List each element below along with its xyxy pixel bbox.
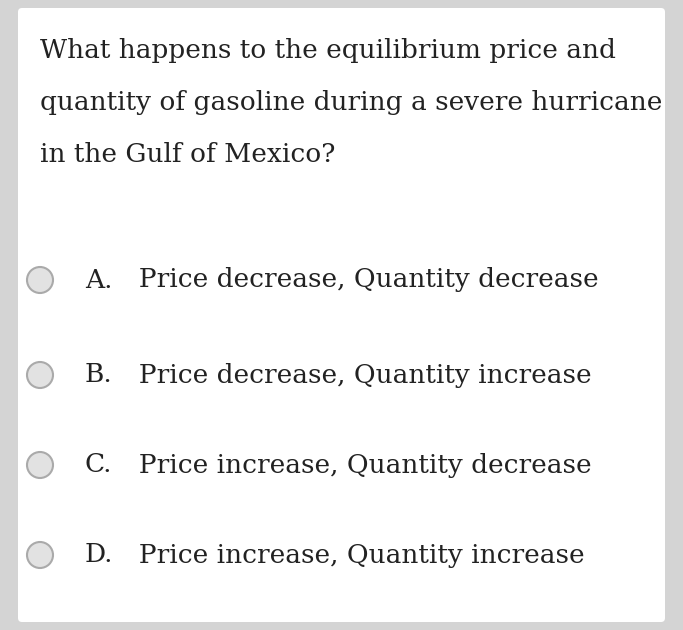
Text: Price increase, Quantity increase: Price increase, Quantity increase	[122, 542, 585, 568]
Text: What happens to the equilibrium price and: What happens to the equilibrium price an…	[40, 38, 616, 63]
Text: quantity of gasoline during a severe hurricane: quantity of gasoline during a severe hur…	[40, 90, 663, 115]
Circle shape	[27, 542, 53, 568]
Text: C.: C.	[85, 452, 113, 478]
Text: D.: D.	[85, 542, 113, 568]
Text: B.: B.	[85, 362, 113, 387]
Circle shape	[27, 267, 53, 293]
Text: Price increase, Quantity decrease: Price increase, Quantity decrease	[122, 452, 591, 478]
FancyBboxPatch shape	[18, 8, 665, 622]
Text: in the Gulf of Mexico?: in the Gulf of Mexico?	[40, 142, 335, 167]
Circle shape	[27, 452, 53, 478]
Circle shape	[27, 362, 53, 388]
Text: Price decrease, Quantity decrease: Price decrease, Quantity decrease	[122, 268, 598, 292]
Text: A.: A.	[85, 268, 113, 292]
Text: Price decrease, Quantity increase: Price decrease, Quantity increase	[122, 362, 591, 387]
